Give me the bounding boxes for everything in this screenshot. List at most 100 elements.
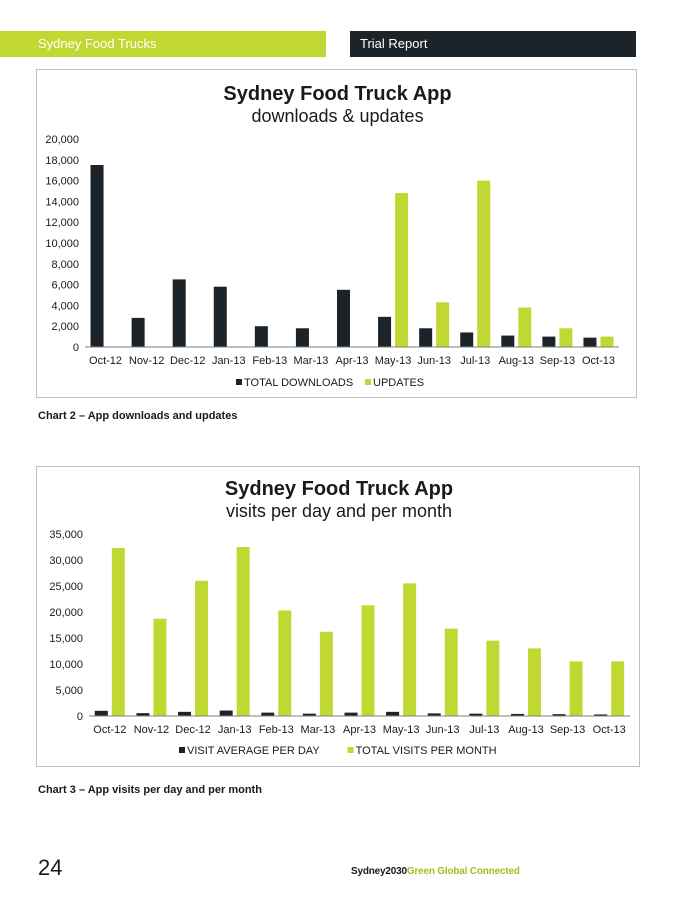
bar-series1: [460, 332, 474, 347]
y-tick-label: 20,000: [49, 607, 83, 619]
legend-label: UPDATES: [373, 377, 424, 389]
bar-series1: [542, 336, 556, 347]
bar-series2: [361, 605, 375, 716]
bar-series1: [501, 335, 515, 347]
visits-chart: Sydney Food Truck App visits per day and …: [36, 466, 640, 767]
header-report-title: Trial Report: [350, 31, 636, 57]
y-tick-label: 10,000: [49, 659, 83, 671]
x-tick-label: Apr-13: [343, 724, 376, 736]
y-tick-label: 20,000: [45, 134, 79, 146]
bar-series1: [510, 713, 524, 716]
x-tick-label: Jan-13: [212, 355, 246, 367]
bar-series2: [600, 336, 614, 347]
bar-series2: [195, 580, 209, 716]
chart2-caption: Chart 2 – App downloads and updates: [38, 410, 238, 422]
x-tick-label: Jul-13: [460, 355, 490, 367]
legend-swatch: [365, 379, 371, 385]
bar-series1: [378, 316, 392, 347]
bar-series2: [477, 180, 491, 347]
x-tick-label: Jul-13: [469, 724, 499, 736]
bar-series1: [427, 713, 441, 716]
bar-series2: [436, 302, 450, 347]
footer-brand-dark: Sydney2030: [351, 866, 407, 877]
bar-series1: [213, 286, 227, 347]
bar-series1: [136, 713, 150, 716]
legend-swatch: [347, 747, 354, 753]
bar-series1: [219, 710, 233, 716]
bar-series1: [94, 710, 108, 716]
bar-series2: [527, 648, 541, 716]
bar-series1: [254, 326, 268, 347]
x-tick-label: Sep-13: [540, 355, 575, 367]
x-tick-label: Oct-13: [593, 724, 626, 736]
bar-series2: [444, 628, 458, 716]
x-tick-label: Nov-12: [129, 355, 164, 367]
x-tick-label: Dec-12: [170, 355, 205, 367]
bar-series1: [178, 711, 192, 716]
bar-series1: [261, 712, 275, 716]
bar-series2: [236, 547, 250, 716]
bar-series1: [594, 714, 608, 716]
y-tick-label: 2,000: [51, 321, 79, 333]
bar-series2: [403, 583, 417, 716]
bar-series2: [319, 631, 333, 716]
bar-series1: [131, 317, 145, 347]
x-tick-label: Mar-13: [294, 355, 329, 367]
bar-series1: [302, 713, 316, 716]
y-tick-label: 0: [73, 342, 79, 354]
x-tick-label: Sep-13: [550, 724, 585, 736]
y-tick-label: 25,000: [49, 581, 83, 593]
y-tick-label: 30,000: [49, 555, 83, 567]
x-tick-label: Oct-13: [582, 355, 615, 367]
x-tick-label: Apr-13: [335, 355, 368, 367]
bar-series2: [153, 618, 167, 716]
y-tick-label: 35,000: [49, 529, 83, 541]
y-tick-label: 18,000: [45, 155, 79, 167]
bar-series1: [344, 712, 358, 716]
x-tick-label: Nov-12: [134, 724, 169, 736]
y-tick-label: 16,000: [45, 176, 79, 188]
y-tick-label: 10,000: [45, 238, 79, 250]
y-tick-label: 8,000: [51, 259, 79, 271]
footer-brand-green: Green Global Connected: [406, 866, 520, 877]
bar-series1: [337, 289, 350, 347]
header-section-title: Sydney Food Trucks: [0, 31, 326, 57]
chart-subtitle: visits per day and per month: [226, 501, 452, 521]
bar-series2: [518, 307, 532, 347]
x-tick-label: Oct-12: [89, 355, 122, 367]
legend-label: TOTAL DOWNLOADS: [244, 377, 353, 389]
x-tick-label: Feb-13: [252, 355, 287, 367]
x-tick-label: May-13: [375, 355, 412, 367]
x-tick-label: Aug-13: [499, 355, 534, 367]
bar-series2: [569, 661, 583, 716]
bar-series1: [583, 337, 597, 347]
y-tick-label: 6,000: [51, 280, 79, 292]
legend-swatch: [236, 379, 242, 385]
chart-title: Sydney Food Truck App: [225, 478, 453, 500]
bar-series2: [395, 193, 409, 347]
chart-title: Sydney Food Truck App: [223, 83, 451, 105]
x-tick-label: May-13: [383, 724, 420, 736]
bar-series1: [469, 713, 483, 716]
chart-subtitle: downloads & updates: [251, 106, 423, 126]
page-number: 24: [38, 855, 63, 880]
bar-series1: [90, 165, 104, 347]
downloads-chart: Sydney Food Truck App downloads & updates…: [36, 69, 637, 398]
y-tick-label: 14,000: [45, 196, 79, 208]
x-tick-label: Feb-13: [259, 724, 294, 736]
x-tick-label: Jan-13: [218, 724, 252, 736]
x-tick-label: Mar-13: [300, 724, 335, 736]
x-tick-label: Dec-12: [175, 724, 210, 736]
bar-series1: [295, 328, 309, 347]
bar-series2: [486, 640, 500, 716]
bar-series2: [611, 661, 625, 716]
y-tick-label: 4,000: [51, 300, 79, 312]
bar-series2: [559, 328, 573, 347]
x-tick-label: Oct-12: [93, 724, 126, 736]
legend-swatch: [179, 747, 185, 753]
x-tick-label: Aug-13: [508, 724, 543, 736]
bar-series1: [172, 279, 186, 347]
y-tick-label: 12,000: [45, 217, 79, 229]
